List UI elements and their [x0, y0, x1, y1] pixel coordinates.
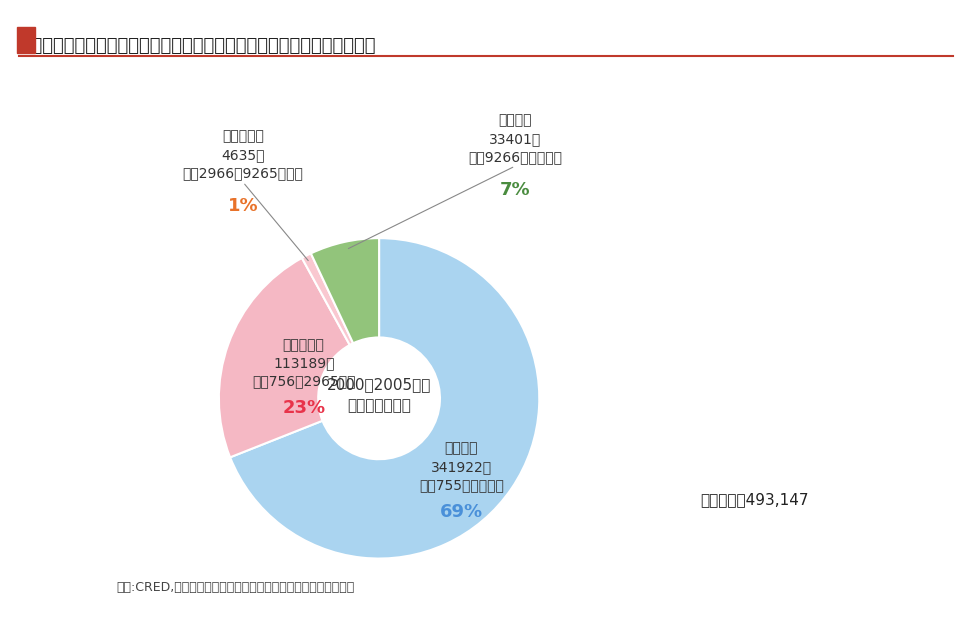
Text: 高所得国
33401人
（年9266ドル以上）: 高所得国 33401人 （年9266ドル以上） — [469, 113, 562, 164]
Wedge shape — [230, 238, 539, 558]
Text: 中低所得国
113189人
（年756〜2965ル）: 中低所得国 113189人 （年756〜2965ル） — [252, 338, 356, 389]
Text: 中高所得国
4635人
（年2966〜9265ドル）: 中高所得国 4635人 （年2966〜9265ドル） — [183, 129, 303, 180]
Text: 7%: 7% — [500, 181, 531, 199]
Text: 1%: 1% — [227, 197, 259, 215]
Text: 図４－１－３　国の１人当たり平均所得別自然災害による死者数の割合: 図４－１－３ 国の１人当たり平均所得別自然災害による死者数の割合 — [19, 37, 376, 55]
Text: 低所得国
341922人
（年755ドル以下）: 低所得国 341922人 （年755ドル以下） — [419, 441, 503, 492]
Wedge shape — [302, 253, 353, 345]
Text: 総死者数：493,147: 総死者数：493,147 — [700, 493, 809, 508]
Text: 2000〜2005年に
おける世界合計: 2000〜2005年に おける世界合計 — [327, 377, 432, 413]
Text: 23%: 23% — [282, 399, 326, 417]
Text: 69%: 69% — [439, 503, 483, 521]
Wedge shape — [219, 258, 350, 457]
Wedge shape — [311, 238, 379, 344]
Text: 資料:CRED,アジア防災センター資料を基に内閣府において作成。: 資料:CRED,アジア防災センター資料を基に内閣府において作成。 — [117, 581, 355, 594]
